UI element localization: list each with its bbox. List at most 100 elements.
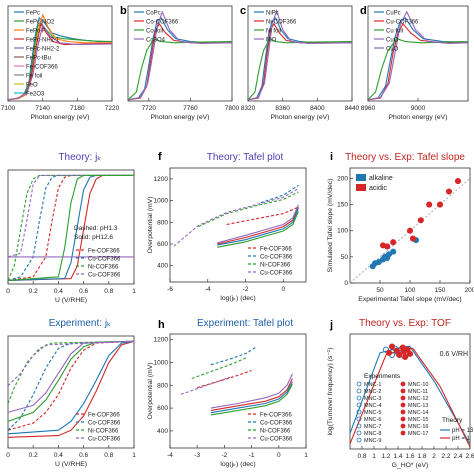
legend-marker [356,409,362,415]
x-tick-label: 7220 [105,105,120,112]
legend-label: FePc-NH2-2 [26,47,60,53]
series-line [248,9,352,101]
data-point [396,351,403,358]
panel-f: -6 -4 -2 0 400 600 800 1000 1200 log(jₖ) (dec) Ove… [147,167,307,302]
series-line [8,340,134,438]
data-point [406,350,414,357]
legend-label: Cu-COF366 [260,437,293,443]
series-group [8,13,112,101]
legend-label: Ni-COF366 [88,429,119,435]
x-tick-label: 0 [282,286,286,293]
x-tick-label: 7720 [142,105,157,112]
axes-frame [349,167,471,284]
panel-g-title: Experiment: jₖ [49,318,112,329]
data-point [406,227,414,234]
series-group [180,346,293,416]
legend-label: Co-COF366 [146,20,179,26]
x-tick-label: -4 [205,286,211,293]
series-line [210,346,258,366]
x-axis-label: log(jₖ) (dec) [220,295,255,302]
x-tick-label: 0.2 [29,452,38,459]
panel-f-title: Theory: Tafel plot [207,152,284,163]
axes-frame [169,333,307,449]
legend-label: Ni-COF366 [88,265,119,271]
legend-marker [356,395,362,401]
x-tick-label: 7140 [35,105,50,112]
legend-label: CuPc [386,11,401,17]
x-tick-label: 7180 [70,105,85,112]
legend-label: FeO [26,83,38,89]
axes-frame [127,5,233,102]
legend-label: Cu-COF366 [386,20,419,26]
series-line [128,10,232,101]
y-tick-label: 0 [344,280,348,287]
series-line [180,376,230,395]
panel-i: 50 100 150 200 0 50 100 150 200 Experimental Tafe… [327,167,474,303]
data-point [385,349,393,356]
legend-label: MNC-5 [364,410,381,416]
data-point [409,235,417,242]
x-tick-label: 1.2 [381,453,390,460]
panel-c: 8320 8360 8400 8440 Photon energy (eV) NiPc Ni… [241,5,360,121]
legend-label: alkaline [369,175,393,182]
series-line [217,207,299,246]
x-tick-label: 0 [6,288,10,295]
series-line [8,174,134,281]
axes-frame [7,5,113,102]
x-tick-label: 7100 [1,105,16,112]
panel-d: 8960 9000 Photon energy (eV) CuPc Cu-COF366 C… [361,5,469,121]
x-tick-label: 1 [132,452,136,459]
legend-label: acidic [369,185,387,192]
legend-marker [356,416,362,422]
x-tick-label: 0.4 [54,452,63,459]
x-tick-label: -2 [222,452,228,459]
y-axis-label: log(Turnover frequency) (s⁻¹) [327,348,334,436]
panel-letter-d: d [360,5,367,17]
legend-swatch [356,174,366,181]
series-line [8,340,134,431]
panel-h-title: Experiment: Tafel plot [197,318,293,329]
x-axis-label: Photon energy (eV) [31,114,90,121]
legend-label: MNC-13 [408,403,428,409]
y-tick-label: 600 [157,405,168,412]
legend-label: MNC-10 [408,382,428,388]
x-tick-label: 0.8 [357,453,366,460]
annotation: Dashed: pH1.3 [74,225,118,232]
legend-label: FePc-NH2-1 [26,38,60,44]
legend-swatch [356,184,366,191]
x-axis-label: U (V/RHE) [55,461,87,468]
legend-label: FePc-F [26,29,46,35]
legend-marker [356,423,362,429]
series-line [8,174,134,258]
legend-label: MNC-3 [364,396,381,402]
series-group [173,184,299,248]
y-tick-label: 400 [157,428,168,435]
y-tick-label: 150 [337,202,348,209]
axes-frame [7,335,135,449]
x-tick-label: -3 [194,452,200,459]
x-tick-label: -1 [249,452,255,459]
y-tick-label: 1000 [154,360,169,367]
series-line [8,23,112,101]
data-point [384,243,391,250]
panel-e: 0 0.2 0.4 0.6 0.8 1 U (V/RHE) Fe-COF366 Co-COF36… [6,169,136,304]
legend-label: MNC-17 [408,431,428,437]
x-axis-label: U (V/RHE) [55,297,87,304]
panel-letter-j: j [329,319,333,331]
panel-letter-c: c [240,5,246,17]
legend-marker [400,416,406,422]
theory-legend-title: Theory [442,417,463,424]
data-point [417,217,424,224]
panels-container: 7100 7140 7180 7220 Photon energy (eV) FePc Fe… [1,5,474,469]
legend-label: MNC-15 [408,417,428,423]
x-tick-label: 2 [432,453,436,460]
series-group [128,10,232,101]
x-tick-label: 50 [376,287,384,294]
series-line [8,174,134,281]
legend-marker [400,409,406,415]
panel-letter-h: h [158,319,165,331]
legend-label: Fe-COF366 [260,247,292,253]
series-line [210,383,293,416]
y-axis-label: Overpotential (mV) [147,362,154,419]
legend-label: Co3O4 [146,38,166,44]
